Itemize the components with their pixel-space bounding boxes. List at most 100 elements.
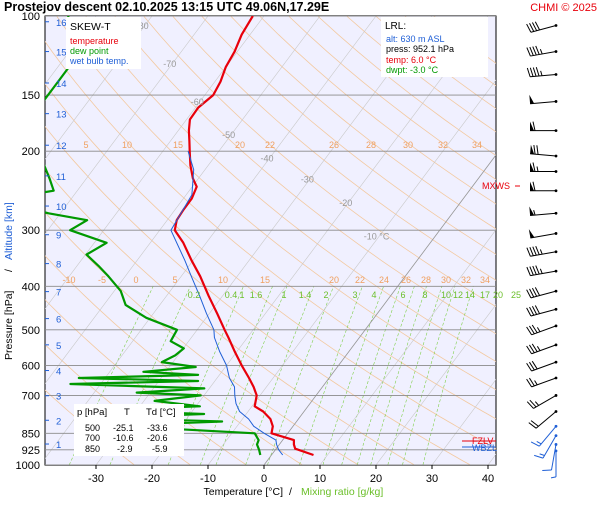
barb-station xyxy=(555,270,558,273)
isotherm-line xyxy=(488,16,600,465)
y-axis-label-separator: / xyxy=(3,269,15,272)
dry-adiabat-label: 0 xyxy=(133,275,138,285)
x-tick-label: -30 xyxy=(88,473,104,485)
barb-full xyxy=(527,48,531,57)
barb-station xyxy=(555,410,558,413)
altitude-tick-label: 10 xyxy=(56,202,67,213)
barb-full xyxy=(527,68,530,77)
altitude-tick-label: 16 xyxy=(56,18,67,29)
pressure-tick-label: 850 xyxy=(22,428,40,440)
lrl-box: LRL: alt: 630 m ASL press: 952.1 hPa tem… xyxy=(381,17,488,77)
y-axis-label-pressure: Pressure [hPa] xyxy=(3,290,15,360)
dry-adiabat-label: 15 xyxy=(260,275,270,285)
pressure-tick-label: 100 xyxy=(22,11,40,23)
table-cell: -25.1 xyxy=(113,423,134,433)
table-cell: -10.6 xyxy=(113,433,134,443)
table-cell: 850 xyxy=(85,444,100,454)
mixing-ratio-label: 12 xyxy=(453,290,463,300)
barb-staff xyxy=(533,395,556,408)
dry-adiabat-label: 32 xyxy=(438,140,448,150)
wind-barb xyxy=(530,122,557,132)
barb-pennant xyxy=(529,207,534,216)
x-tick-label: 0 xyxy=(261,473,267,485)
barb-station xyxy=(555,129,558,132)
altitude-tick-label: 8 xyxy=(56,260,61,271)
mxws-label: MXWS xyxy=(482,181,510,191)
dry-adiabat-label: 10 xyxy=(218,275,228,285)
pressure-tick-label: 700 xyxy=(22,390,40,402)
pressure-tick-label: 300 xyxy=(22,225,40,237)
barb-station xyxy=(555,170,558,173)
x-axis-label-separator: / xyxy=(289,486,292,498)
dry-adiabat-label: 34 xyxy=(472,140,482,150)
mixing-ratio-label: 1 xyxy=(281,290,286,300)
x-tick-label: 10 xyxy=(314,473,326,485)
barb-pennant xyxy=(529,95,534,104)
lrl-dewpoint: dwpt: -3.0 °C xyxy=(386,65,439,75)
mixing-ratio-label: 10 xyxy=(441,290,451,300)
dry-adiabat-label: 28 xyxy=(421,275,431,285)
mixing-ratio-label: 0.4 xyxy=(225,290,238,300)
dry-adiabat-label: -10 xyxy=(62,275,75,285)
isotherm-label: -70 xyxy=(163,59,176,69)
barb-full xyxy=(527,267,531,276)
copyright-label: CHMI © 2025 xyxy=(530,2,597,14)
dry-adiabat-label: 32 xyxy=(461,275,471,285)
barb-station xyxy=(555,308,558,311)
legend-dew-point: dew point xyxy=(70,46,109,56)
barb-station xyxy=(555,443,558,446)
barb-full xyxy=(533,67,536,76)
barb-staff xyxy=(530,233,556,238)
barb-half xyxy=(535,402,538,406)
dry-adiabat-label: 30 xyxy=(403,140,413,150)
barb-station xyxy=(555,377,558,380)
dry-adiabat-label: 10 xyxy=(122,140,132,150)
wind-barb xyxy=(527,377,558,387)
barb-half xyxy=(535,380,538,384)
barb-full xyxy=(536,266,540,275)
wind-barb xyxy=(529,95,557,104)
wind-barb xyxy=(527,394,557,408)
barb-half xyxy=(537,346,540,350)
legend-temperature: temperature xyxy=(70,36,119,46)
wind-barb xyxy=(527,287,558,298)
wind-barb xyxy=(529,410,558,428)
altitude-tick-label: 1 xyxy=(56,440,61,451)
dry-adiabat-label: 22 xyxy=(355,275,365,285)
barb-full xyxy=(527,248,531,257)
barb-full xyxy=(530,267,534,276)
barb-staff xyxy=(530,101,556,103)
wind-barb xyxy=(527,22,558,33)
barb-station xyxy=(555,155,558,158)
lrl-title: LRL: xyxy=(385,21,406,32)
altitude-tick-label: 15 xyxy=(56,48,67,59)
dry-adiabat-label: 26 xyxy=(401,275,411,285)
barb-station xyxy=(555,343,558,346)
dry-adiabat-label: -5 xyxy=(98,275,106,285)
mixing-ratio-label: 2 xyxy=(323,290,328,300)
barb-full xyxy=(530,247,534,256)
mixing-ratio-label: 0.2 xyxy=(188,290,201,300)
x-tick-label: -10 xyxy=(200,473,216,485)
barb-staff xyxy=(539,426,556,446)
barb-staff xyxy=(530,271,556,276)
dry-adiabat-label: 34 xyxy=(480,275,490,285)
table-cell: -33.6 xyxy=(147,423,168,433)
pressure-tick-label: 925 xyxy=(22,445,40,457)
pressure-tick-label: 1000 xyxy=(16,460,40,472)
altitude-tick-label: 11 xyxy=(56,172,66,183)
pressure-tick-label: 400 xyxy=(22,281,40,293)
barb-staff xyxy=(530,154,556,156)
isotherm-label: -40 xyxy=(261,154,274,164)
barb-half xyxy=(537,167,538,172)
barb-station xyxy=(555,212,558,215)
x-tick-label: 20 xyxy=(370,473,382,485)
barb-full xyxy=(533,47,537,56)
altitude-tick-label: 5 xyxy=(56,341,61,352)
table-header-t: T xyxy=(124,407,130,418)
chart-title: Prostejov descent 02.10.2025 13:15 UTC 4… xyxy=(4,0,329,14)
barb-station xyxy=(555,73,558,76)
dry-adiabat-label: 22 xyxy=(265,140,275,150)
mixing-ratio-label: 4 xyxy=(371,290,376,300)
